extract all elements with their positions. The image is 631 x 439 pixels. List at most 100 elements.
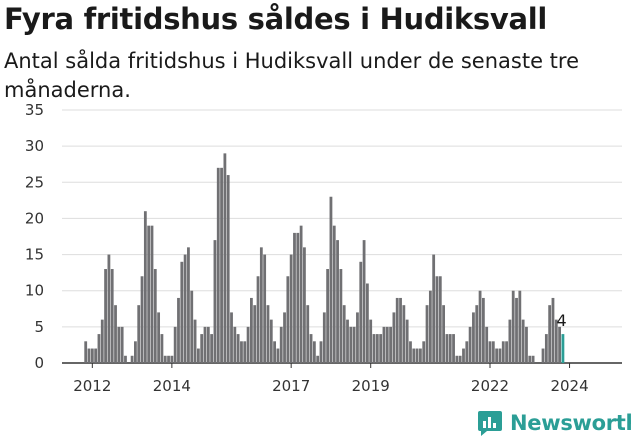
bar [243,341,247,363]
bar [515,297,518,363]
bar [256,276,260,363]
bar [329,196,333,363]
bar [233,326,237,363]
bar [177,297,180,363]
bar [428,290,432,363]
bar [153,269,157,363]
bar [458,355,462,363]
bar [409,341,412,363]
bar [485,326,489,363]
bar [518,290,522,363]
bar [405,319,409,363]
x-axis-ticks: 2012 2014 2017 2019 2022 2024 [73,363,589,395]
bar [332,225,336,363]
bar [336,240,339,363]
bar [548,305,552,363]
bar [422,341,426,363]
bar [296,232,300,363]
bar [544,334,548,363]
annotations: 4 [557,311,567,330]
bar [309,334,313,363]
bar [279,326,283,363]
bar [250,297,253,363]
bar [266,305,270,363]
bar [415,348,419,363]
x-tick-label: 2017 [272,377,310,395]
bar [210,334,214,363]
bar [87,348,91,363]
page-subtitle: Antal sålda fritidshus i Hudiksvall unde… [4,49,579,102]
x-tick-label: 2019 [352,377,390,395]
bar-chart-speech-bubble-icon [478,411,502,436]
bar [326,269,330,363]
bar [226,175,230,363]
bar [200,334,204,363]
bar [253,305,257,363]
brand-name: Newsworthy [510,411,631,435]
bar [342,305,346,363]
y-tick-label: 35 [25,101,44,119]
bar [385,326,389,363]
bar [319,341,323,363]
bar [173,326,177,363]
bar [160,334,164,363]
brand-logo: Newsworthy [476,407,631,439]
bar [498,348,502,363]
bar [531,355,535,363]
bar [183,254,187,363]
bar [402,305,406,363]
y-tick-label: 30 [25,137,44,155]
bar [180,261,184,363]
bar [372,334,376,363]
bar [150,225,154,363]
bar [399,297,402,363]
bar [495,348,499,363]
bar [442,305,446,363]
bar [293,232,296,363]
bar [273,341,276,363]
bar [478,290,482,363]
bar [137,305,141,363]
bar [352,326,356,363]
bar [375,334,379,363]
bar [97,334,101,363]
bar [223,153,227,363]
bar [339,269,343,363]
bar [389,326,392,363]
bar [448,334,452,363]
bar [94,348,98,363]
bar [452,334,455,363]
bar [303,247,306,363]
bar [230,312,233,363]
bar [481,297,485,363]
bar [475,305,479,363]
bar [379,334,383,363]
bar [143,211,147,363]
bar [356,312,359,363]
bar [120,326,124,363]
y-tick-label: 20 [25,209,44,227]
bar-latest-month [561,334,565,363]
bar [395,297,399,363]
bar [465,341,469,363]
y-tick-label: 5 [34,318,44,336]
bar [104,269,107,363]
bar [110,269,114,363]
bar [299,225,303,363]
bar [432,254,436,363]
bar [196,348,200,363]
x-tick-label: 2012 [73,377,111,395]
bar [551,297,555,363]
bar [362,240,366,363]
bar [425,305,429,363]
bar [369,319,373,363]
bar [203,326,207,363]
bar [286,276,290,363]
bar [312,341,316,363]
bar [269,319,273,363]
y-tick-label: 15 [25,246,44,264]
bar [392,312,396,363]
bar [263,254,267,363]
bar [521,319,525,363]
